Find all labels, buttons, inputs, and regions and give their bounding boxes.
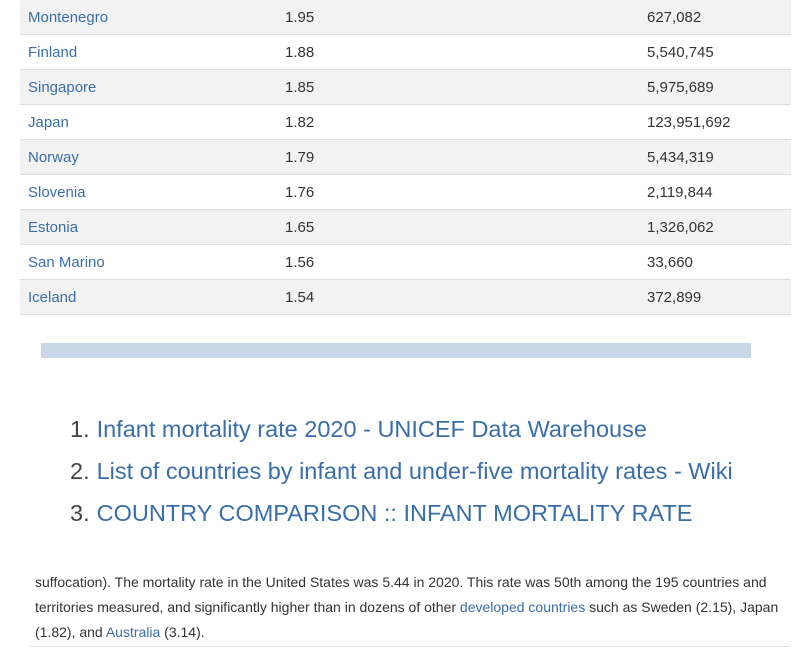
paragraph-text: such as Sweden (2.15), Japan (1.82), and xyxy=(35,599,779,640)
population-cell: 5,434,319 xyxy=(639,139,791,175)
country-cell: Iceland xyxy=(20,279,277,315)
population-cell: 1,326,062 xyxy=(639,209,791,245)
country-cell: Montenegro xyxy=(20,0,277,35)
table-row: Japan 1.82 123,951,692 xyxy=(20,104,791,140)
country-link-iceland[interactable]: Iceland xyxy=(28,288,77,306)
list-number: 2. xyxy=(70,458,90,484)
rate-cell: 1.65 xyxy=(277,209,639,245)
section-divider-bar xyxy=(41,343,751,358)
country-link-estonia[interactable]: Estonia xyxy=(28,218,79,236)
population-cell: 5,540,745 xyxy=(639,34,791,70)
rate-cell: 1.88 xyxy=(277,34,639,70)
country-cell: Finland xyxy=(20,34,277,70)
population-cell: 372,899 xyxy=(639,279,791,315)
rate-cell: 1.79 xyxy=(277,139,639,175)
table-row: Iceland 1.54 372,899 xyxy=(20,279,791,315)
rate-cell: 1.85 xyxy=(277,69,639,105)
population-cell: 627,082 xyxy=(639,0,791,35)
mortality-paragraph: suffocation). The mortality rate in the … xyxy=(35,570,785,645)
rate-cell: 1.76 xyxy=(277,174,639,210)
country-link-montenegro[interactable]: Montenegro xyxy=(28,8,109,26)
population-cell: 123,951,692 xyxy=(639,104,791,140)
source-link-wiki[interactable]: List of countries by infant and under-fi… xyxy=(96,458,733,484)
country-cell: Estonia xyxy=(20,209,277,245)
list-item: 2. List of countries by infant and under-… xyxy=(70,450,733,492)
country-link-singapore[interactable]: Singapore xyxy=(28,78,97,96)
source-link-country-comparison[interactable]: COUNTRY COMPARISON :: INFANT MORTALITY R… xyxy=(96,500,693,526)
table-row: Estonia 1.65 1,326,062 xyxy=(20,209,791,245)
bottom-divider xyxy=(30,646,790,647)
source-link-unicef[interactable]: Infant mortality rate 2020 - UNICEF Data… xyxy=(96,416,647,442)
list-number: 3. xyxy=(70,500,90,526)
rate-cell: 1.54 xyxy=(277,279,639,315)
list-item: 3. COUNTRY COMPARISON :: INFANT MORTALITY… xyxy=(70,492,733,534)
paragraph-text: (3.14). xyxy=(160,624,205,640)
country-link-slovenia[interactable]: Slovenia xyxy=(28,183,86,201)
country-cell: Slovenia xyxy=(20,174,277,210)
paragraph-text: suffocation). The mortality rate in the … xyxy=(35,574,767,615)
population-cell: 5,975,689 xyxy=(639,69,791,105)
country-link-japan[interactable]: Japan xyxy=(28,113,69,131)
population-cell: 2,119,844 xyxy=(639,174,791,210)
rate-cell: 1.82 xyxy=(277,104,639,140)
developed-countries-link[interactable]: developed countries xyxy=(459,599,586,615)
list-number: 1. xyxy=(70,416,90,442)
table-row: San Marino 1.56 33,660 xyxy=(20,244,791,280)
table-row: Singapore 1.85 5,975,689 xyxy=(20,69,791,105)
population-cell: 33,660 xyxy=(639,244,791,280)
sources-list: 1. Infant mortality rate 2020 - UNICEF Da… xyxy=(70,408,733,534)
table-row: Norway 1.79 5,434,319 xyxy=(20,139,791,175)
table-row: Slovenia 1.76 2,119,844 xyxy=(20,174,791,210)
country-cell: San Marino xyxy=(20,244,277,280)
table-row: Montenegro 1.95 627,082 xyxy=(20,0,791,35)
country-cell: Norway xyxy=(20,139,277,175)
australia-link[interactable]: Australia xyxy=(105,624,161,640)
country-link-san-marino[interactable]: San Marino xyxy=(28,253,105,271)
list-item: 1. Infant mortality rate 2020 - UNICEF Da… xyxy=(70,408,733,450)
country-link-finland[interactable]: Finland xyxy=(28,43,78,61)
country-cell: Singapore xyxy=(20,69,277,105)
country-table: Montenegro 1.95 627,082 Finland 1.88 5,5… xyxy=(20,0,791,315)
country-link-norway[interactable]: Norway xyxy=(28,148,79,166)
rate-cell: 1.95 xyxy=(277,0,639,35)
country-cell: Japan xyxy=(20,104,277,140)
rate-cell: 1.56 xyxy=(277,244,639,280)
table-row: Finland 1.88 5,540,745 xyxy=(20,34,791,70)
